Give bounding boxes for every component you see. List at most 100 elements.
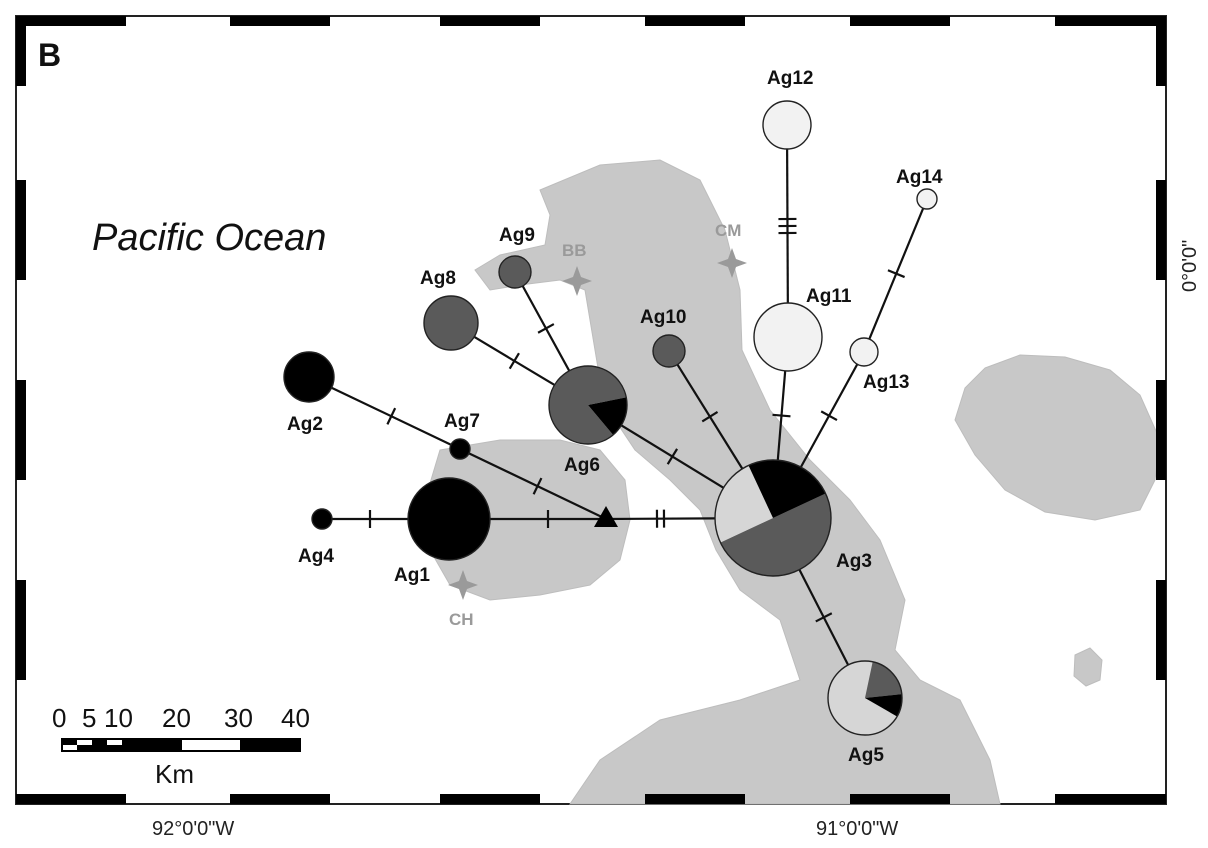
pie-slice: [653, 335, 685, 367]
pie-ag1: [407, 477, 491, 561]
pie-ag9: [498, 255, 532, 289]
mutation-tick: [666, 448, 679, 465]
pie-outline: [311, 508, 333, 530]
pie-slice: [408, 478, 490, 560]
pie-outline: [916, 188, 938, 210]
pie-ag10: [652, 334, 686, 368]
label-ag13: Ag13: [863, 372, 909, 393]
pie-outline: [548, 365, 628, 445]
site-star-cm: [717, 248, 747, 278]
label-ag14: Ag14: [896, 167, 943, 188]
pie-slice: [424, 296, 478, 350]
pie-outline: [449, 438, 471, 460]
label-ag10: Ag10: [640, 307, 686, 328]
scale-tick-0: 0: [52, 703, 66, 733]
label-ag12: Ag12: [767, 68, 813, 89]
mutation-tick: [508, 352, 520, 370]
pie-ag3: [714, 459, 832, 577]
pie-slice: [865, 694, 902, 717]
label-ag11: Ag11: [806, 286, 852, 307]
longitude-label-92w: 92°0'0"W: [152, 818, 234, 840]
label-ag5: Ag5: [848, 745, 884, 766]
pie-ag5: [827, 660, 903, 736]
mutation-tick: [887, 269, 906, 279]
small-islet: [1073, 647, 1103, 687]
pie-ag14: [916, 188, 938, 210]
pie-outline: [753, 302, 823, 372]
pie-slice: [312, 509, 332, 529]
pie-outline: [652, 334, 686, 368]
mutation-tick: [772, 413, 791, 418]
pie-outline: [827, 660, 903, 736]
pie-outline: [283, 351, 335, 403]
pie-ag12: [762, 100, 812, 150]
median-vector-triangle: [594, 506, 618, 527]
label-ag7: Ag7: [444, 411, 480, 432]
label-ag8: Ag8: [420, 268, 456, 289]
pie-slice: [284, 352, 334, 402]
pie-ag11: [753, 302, 823, 372]
pie-outline: [423, 295, 479, 351]
pie-slice: [754, 303, 822, 371]
latitude-label-0: 0°0'0": [1179, 240, 1201, 292]
pie-slice: [828, 661, 898, 735]
mutation-ticks: [368, 217, 906, 623]
site-label-cm: CM: [715, 221, 741, 240]
pie-slice: [850, 338, 878, 366]
scale-tick-30: 30: [224, 703, 253, 733]
longitude-label-91w: 91°0'0"W: [816, 818, 898, 840]
ocean-label: Pacific Ocean: [92, 217, 326, 259]
pie-slice: [748, 460, 826, 518]
mutation-tick: [386, 407, 397, 425]
haplotype-pies: [283, 100, 938, 736]
mutation-tick: [537, 323, 555, 334]
pie-outline: [849, 337, 879, 367]
pie-ag13: [849, 337, 879, 367]
mutation-tick: [532, 477, 543, 495]
pie-slice: [715, 465, 773, 543]
mutation-tick: [815, 612, 833, 623]
pie-ag8: [423, 295, 479, 351]
site-star-ch: [448, 570, 478, 600]
pie-ag4: [311, 508, 333, 530]
pie-outline: [762, 100, 812, 150]
mutation-tick: [820, 410, 838, 421]
scale-tick-20: 20: [162, 703, 191, 733]
scale-tick-5: 5: [82, 703, 96, 733]
pie-slice: [763, 101, 811, 149]
scale-unit: Km: [155, 759, 194, 789]
pie-slice: [549, 366, 627, 445]
panel-label: B: [38, 37, 61, 73]
pie-slice: [865, 661, 902, 698]
pie-ag2: [283, 351, 335, 403]
pie-outline: [407, 477, 491, 561]
label-ag3: Ag3: [836, 551, 872, 572]
pie-outline: [498, 255, 532, 289]
scale-bar: 0 5 10 20 30 40 Km: [52, 703, 310, 789]
label-ag6: Ag6: [564, 455, 600, 476]
site-label-ch: CH: [449, 610, 474, 629]
label-ag9: Ag9: [499, 225, 535, 246]
site-label-bb: BB: [562, 241, 587, 260]
pie-slice: [917, 189, 937, 209]
pie-slice: [450, 439, 470, 459]
santa-cruz-island: [954, 354, 1161, 521]
pie-outline: [714, 459, 832, 577]
frame-ticks: [16, 16, 1166, 804]
site-star-bb: [562, 266, 592, 296]
mutation-tick: [701, 410, 719, 423]
pie-slice: [720, 493, 831, 576]
label-ag2: Ag2: [287, 414, 323, 435]
haplotype-labels: Ag1 Ag2 Ag3 Ag4 Ag5 Ag6 Ag7 Ag8 Ag9 Ag10…: [287, 68, 943, 766]
label-ag4: Ag4: [298, 546, 334, 567]
label-ag1: Ag1: [394, 565, 430, 586]
pie-ag7: [449, 438, 471, 460]
pie-slice: [499, 256, 531, 288]
edge-median-vector-ag3: [605, 517, 716, 521]
pie-slice: [588, 397, 627, 435]
pie-ag6: [548, 365, 628, 445]
scale-tick-40: 40: [281, 703, 310, 733]
sampling-site-stars: [448, 248, 747, 600]
scale-tick-10: 10: [104, 703, 133, 733]
